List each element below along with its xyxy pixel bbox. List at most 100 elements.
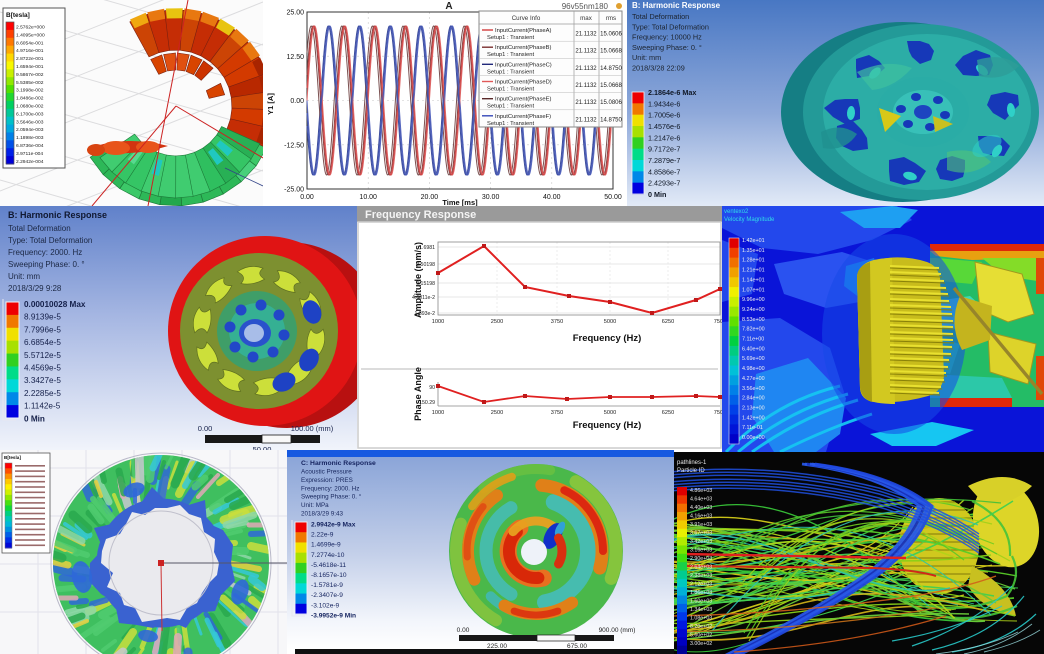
svg-text:A: A	[445, 1, 452, 12]
svg-text:7500: 7500	[714, 410, 722, 416]
svg-text:InputCurrent(PhaseE): InputCurrent(PhaseE)	[495, 97, 551, 103]
svg-text:4.64e+03: 4.64e+03	[690, 497, 712, 503]
svg-text:Frequency: 10000 Hz: Frequency: 10000 Hz	[632, 33, 702, 42]
svg-text:1.14e+01: 1.14e+01	[742, 277, 765, 283]
svg-text:Type: Total Deformation: Type: Total Deformation	[8, 236, 92, 245]
svg-text:0.00e+00: 0.00e+00	[742, 435, 765, 441]
svg-text:50.00: 50.00	[604, 194, 622, 201]
svg-text:Curve Info: Curve Info	[512, 15, 541, 22]
svg-text:Setup1 : Transient: Setup1 : Transient	[487, 69, 534, 75]
svg-text:Time [ms]: Time [ms]	[442, 198, 478, 206]
svg-text:rms: rms	[606, 15, 616, 22]
svg-text:Sweeping Phase: 0. °: Sweeping Phase: 0. °	[8, 260, 85, 269]
svg-text:1.6594e-001: 1.6594e-001	[16, 64, 44, 70]
svg-text:1.8486e-002: 1.8486e-002	[16, 96, 44, 102]
svg-text:-5.4618e-11: -5.4618e-11	[311, 562, 346, 569]
svg-text:2.13e+00: 2.13e+00	[742, 405, 765, 411]
svg-text:-25.00: -25.00	[284, 187, 304, 194]
svg-text:-150.29: -150.29	[417, 400, 435, 406]
svg-text:8.20e+02: 8.20e+02	[690, 624, 712, 630]
svg-text:1.4699e-9: 1.4699e-9	[311, 542, 341, 549]
svg-text:90: 90	[429, 385, 435, 391]
svg-text:2.2942e-004: 2.2942e-004	[16, 159, 44, 165]
svg-text:1.7005e-6: 1.7005e-6	[648, 111, 680, 120]
svg-text:7.7996e-5: 7.7996e-5	[24, 325, 61, 334]
svg-text:100.00 (mm): 100.00 (mm)	[291, 424, 334, 433]
svg-text:4.9716e-001: 4.9716e-001	[16, 48, 44, 54]
svg-text:InputCurrent(PhaseF): InputCurrent(PhaseF)	[495, 114, 551, 120]
svg-text:0.00: 0.00	[198, 424, 213, 433]
svg-text:1.4576e-6: 1.4576e-6	[648, 122, 680, 131]
svg-text:9.7172e-7: 9.7172e-7	[648, 145, 680, 154]
svg-text:30.00: 30.00	[482, 194, 500, 201]
svg-text:2018/3/29 9:28: 2018/3/29 9:28	[8, 284, 62, 293]
svg-text:2.1864e-6 Max: 2.1864e-6 Max	[648, 88, 696, 97]
svg-text:1.60e+03: 1.60e+03	[690, 599, 712, 605]
svg-text:Frequency (Hz): Frequency (Hz)	[573, 420, 642, 431]
svg-text:20.00: 20.00	[421, 194, 439, 201]
svg-text:21.1132: 21.1132	[575, 32, 597, 38]
svg-text:-1.5781e-9: -1.5781e-9	[311, 582, 343, 589]
svg-text:2.9942e-9 Max: 2.9942e-9 Max	[311, 522, 356, 529]
svg-text:InputCurrent(PhaseB): InputCurrent(PhaseB)	[495, 45, 551, 51]
svg-text:2.38e+03: 2.38e+03	[690, 573, 712, 579]
svg-text:B: Harmonic Response: B: Harmonic Response	[8, 210, 107, 220]
svg-text:2.12e+03: 2.12e+03	[690, 582, 712, 588]
svg-text:7.2774e-10: 7.2774e-10	[311, 552, 345, 559]
svg-text:Setup1 : Transient: Setup1 : Transient	[487, 35, 534, 41]
svg-text:1.08e+03: 1.08e+03	[690, 616, 712, 622]
svg-text:1.4095e+000: 1.4095e+000	[16, 32, 45, 38]
svg-text:3.91e+03: 3.91e+03	[690, 522, 712, 528]
svg-text:1.21e+01: 1.21e+01	[742, 268, 765, 274]
svg-text:12.50: 12.50	[286, 54, 304, 61]
svg-text:Unit: MPa: Unit: MPa	[301, 502, 329, 509]
svg-text:10.00: 10.00	[359, 194, 377, 201]
svg-text:0.00: 0.00	[290, 98, 304, 105]
svg-text:2.22e-9: 2.22e-9	[311, 532, 334, 539]
svg-text:1.34e+03: 1.34e+03	[690, 607, 712, 613]
svg-text:8.6054e-001: 8.6054e-001	[16, 40, 44, 46]
svg-text:7.82e+00: 7.82e+00	[742, 327, 765, 333]
svg-text:21.1132: 21.1132	[575, 117, 597, 123]
svg-text:2.2285e-5: 2.2285e-5	[24, 389, 61, 398]
svg-text:9.24e+00: 9.24e+00	[742, 307, 765, 313]
svg-text:3.42e+03: 3.42e+03	[690, 539, 712, 545]
svg-text:max: max	[580, 15, 593, 22]
svg-text:6.6854e-5: 6.6854e-5	[24, 338, 61, 347]
svg-text:Sweeping Phase: 0. °: Sweeping Phase: 0. °	[632, 43, 702, 52]
svg-text:B[tesla]: B[tesla]	[6, 12, 30, 19]
svg-text:3750: 3750	[551, 410, 563, 416]
svg-text:Frequency: 2000. Hz: Frequency: 2000. Hz	[301, 485, 359, 492]
svg-text:5.5712e-5: 5.5712e-5	[24, 351, 61, 360]
svg-text:14.8750: 14.8750	[600, 66, 622, 72]
svg-text:ventexo2: ventexo2	[724, 209, 749, 215]
svg-text:21.1132: 21.1132	[575, 66, 597, 72]
svg-text:Frequency: 2000. Hz: Frequency: 2000. Hz	[8, 248, 82, 257]
svg-text:14.8750: 14.8750	[600, 117, 622, 123]
svg-text:3.67e+03: 3.67e+03	[690, 531, 712, 537]
svg-text:3750: 3750	[551, 319, 563, 325]
svg-text:Unit: mm: Unit: mm	[632, 53, 661, 62]
svg-text:15.0606: 15.0606	[600, 32, 622, 38]
svg-text:8.53e+00: 8.53e+00	[742, 317, 765, 323]
svg-text:1000: 1000	[432, 319, 444, 325]
svg-text:1.42e+01: 1.42e+01	[742, 238, 765, 244]
svg-text:8.9139e-5: 8.9139e-5	[24, 313, 61, 322]
svg-text:Y1 [A]: Y1 [A]	[266, 93, 275, 115]
svg-text:Frequency (Hz): Frequency (Hz)	[573, 333, 642, 344]
svg-text:Phase Angle: Phase Angle	[413, 367, 423, 421]
svg-text:3.16e+03: 3.16e+03	[690, 548, 712, 554]
svg-text:1.07e+01: 1.07e+01	[742, 287, 765, 293]
svg-text:15.0668: 15.0668	[600, 49, 622, 55]
svg-text:Setup1 : Transient: Setup1 : Transient	[487, 104, 534, 110]
svg-text:1.2147e-6: 1.2147e-6	[648, 133, 680, 142]
svg-text:2018/3/29 9:43: 2018/3/29 9:43	[301, 511, 344, 518]
svg-text:pathlines-1: pathlines-1	[677, 460, 707, 466]
svg-text:40.00: 40.00	[543, 194, 561, 201]
svg-text:0 Min: 0 Min	[648, 190, 666, 199]
svg-text:Total Deformation: Total Deformation	[632, 12, 689, 21]
svg-text:7500: 7500	[714, 319, 722, 325]
svg-text:4.4569e-5: 4.4569e-5	[24, 364, 61, 373]
svg-text:4.98e+00: 4.98e+00	[742, 366, 765, 372]
svg-text:6.1700e-003: 6.1700e-003	[16, 111, 44, 117]
